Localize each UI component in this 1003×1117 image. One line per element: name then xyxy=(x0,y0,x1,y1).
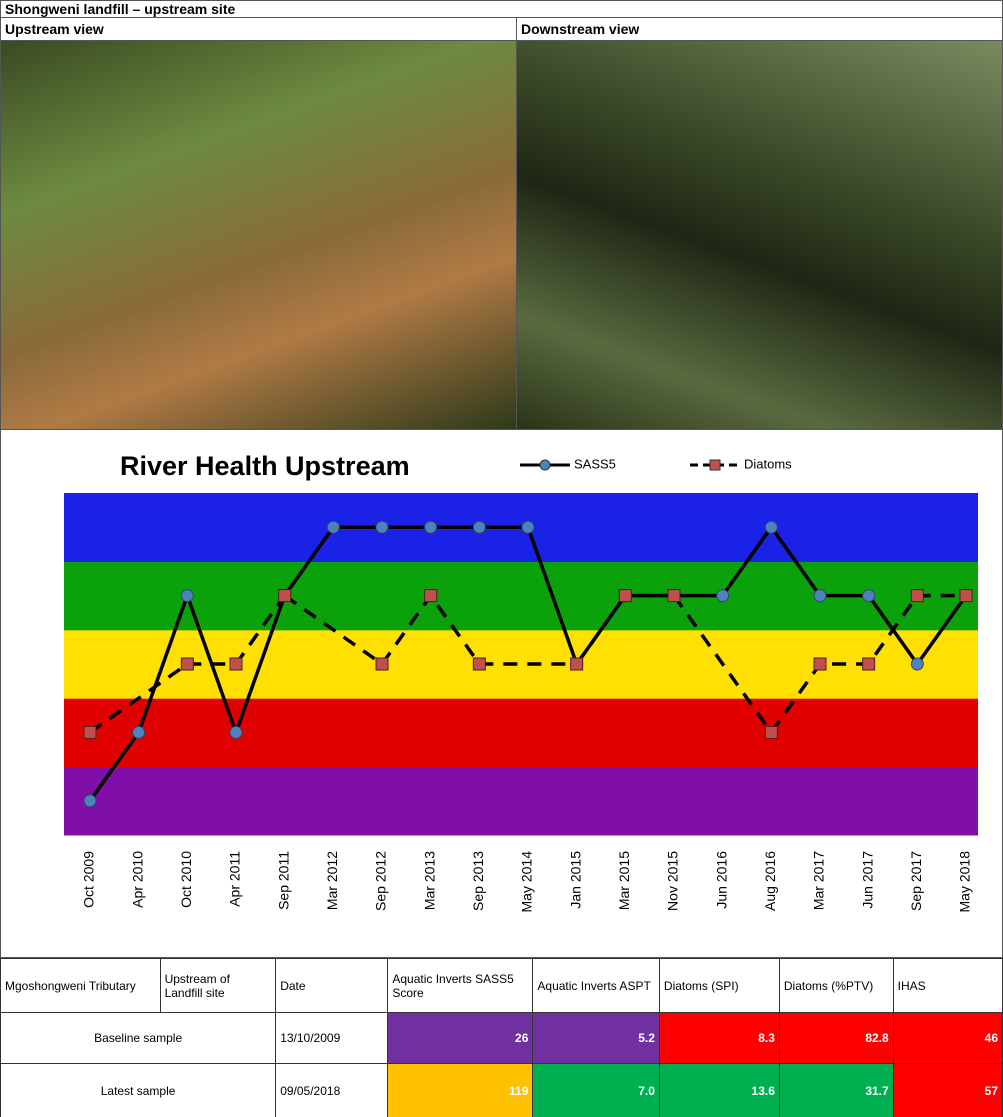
point xyxy=(473,658,485,670)
x-tick-label: Jun 2017 xyxy=(859,851,875,909)
point xyxy=(911,590,923,602)
point xyxy=(911,658,923,670)
x-tick-label: Sep 2011 xyxy=(275,851,291,910)
value-cell: 5.2 xyxy=(533,1013,660,1064)
point xyxy=(571,658,583,670)
value-cell: 7.0 xyxy=(533,1064,660,1117)
point xyxy=(863,590,875,602)
page: Shongweni landfill – upstream site Upstr… xyxy=(0,0,1003,1117)
legend-label: Diatoms xyxy=(744,456,792,471)
band xyxy=(64,767,978,836)
point xyxy=(279,590,291,602)
value-cell: 57 xyxy=(893,1064,1002,1117)
x-tick-label: Mar 2015 xyxy=(616,851,632,910)
x-tick-label: Mar 2012 xyxy=(324,851,340,910)
title: Shongweni landfill – upstream site xyxy=(0,0,1003,18)
x-tick-label: Apr 2010 xyxy=(129,851,145,908)
x-tick-label: Sep 2013 xyxy=(470,851,486,911)
header-cell: Aquatic Inverts ASPT xyxy=(533,959,660,1013)
legend-label: SASS5 xyxy=(574,456,616,471)
value-cell: 46 xyxy=(893,1013,1002,1064)
x-tick-label: Mar 2013 xyxy=(421,851,437,910)
x-tick-label: Jun 2016 xyxy=(713,851,729,909)
header-cell: Diatoms (SPI) xyxy=(659,959,779,1013)
point xyxy=(814,590,826,602)
row-label: Latest sample xyxy=(1,1064,276,1117)
point xyxy=(84,726,96,738)
point xyxy=(181,658,193,670)
point xyxy=(425,590,437,602)
point xyxy=(619,590,631,602)
x-tick-label: Aug 2016 xyxy=(762,851,778,911)
x-tick-label: Jan 2015 xyxy=(567,851,583,909)
point xyxy=(84,795,96,807)
x-tick-label: May 2014 xyxy=(519,851,535,913)
downstream-photo xyxy=(516,40,1003,430)
point xyxy=(863,658,875,670)
value-cell: 26 xyxy=(388,1013,533,1064)
x-tick-label: Apr 2011 xyxy=(227,851,243,907)
header-cell: Mgoshongweni Tributary xyxy=(1,959,161,1013)
point xyxy=(181,590,193,602)
point xyxy=(717,590,729,602)
point xyxy=(133,726,145,738)
header-cell: Aquatic Inverts SASS5 Score xyxy=(388,959,533,1013)
x-tick-label: Sep 2012 xyxy=(373,851,389,911)
point xyxy=(376,521,388,533)
point xyxy=(376,658,388,670)
value-cell: 13.6 xyxy=(659,1064,779,1117)
header-cell: IHAS xyxy=(893,959,1002,1013)
x-tick-label: Nov 2015 xyxy=(665,851,681,911)
date-cell: 09/05/2018 xyxy=(276,1064,388,1117)
x-tick-label: May 2018 xyxy=(957,851,973,913)
photo-caption: Downstream view xyxy=(516,17,1003,41)
date-cell: 13/10/2009 xyxy=(276,1013,388,1064)
point xyxy=(230,726,242,738)
point xyxy=(765,521,777,533)
point xyxy=(765,726,777,738)
value-cell: 31.7 xyxy=(779,1064,893,1117)
x-tick-label: Oct 2009 xyxy=(81,851,97,908)
header-cell: Upstream of Landfill site xyxy=(160,959,276,1013)
x-tick-label: Sep 2017 xyxy=(908,851,924,911)
point xyxy=(327,521,339,533)
value-cell: 119 xyxy=(388,1064,533,1117)
chart-title: River Health Upstream xyxy=(120,451,410,481)
point xyxy=(425,521,437,533)
photo-caption: Upstream view xyxy=(0,17,517,41)
point xyxy=(522,521,534,533)
point xyxy=(230,658,242,670)
legend-marker xyxy=(540,460,550,470)
x-tick-label: Oct 2010 xyxy=(178,851,194,908)
chart: River Health Upstream SASS5 Diatoms Oct 20… xyxy=(0,429,1003,959)
point xyxy=(473,521,485,533)
x-tick-label: Mar 2017 xyxy=(811,851,827,910)
legend-marker xyxy=(710,460,720,470)
point xyxy=(960,590,972,602)
value-cell: 8.3 xyxy=(659,1013,779,1064)
point xyxy=(668,590,680,602)
value-cell: 82.8 xyxy=(779,1013,893,1064)
header-cell: Date xyxy=(276,959,388,1013)
upstream-photo xyxy=(0,40,517,430)
band xyxy=(64,698,978,767)
header-cell: Diatoms (%PTV) xyxy=(779,959,893,1013)
row-label: Baseline sample xyxy=(1,1013,276,1064)
point xyxy=(814,658,826,670)
